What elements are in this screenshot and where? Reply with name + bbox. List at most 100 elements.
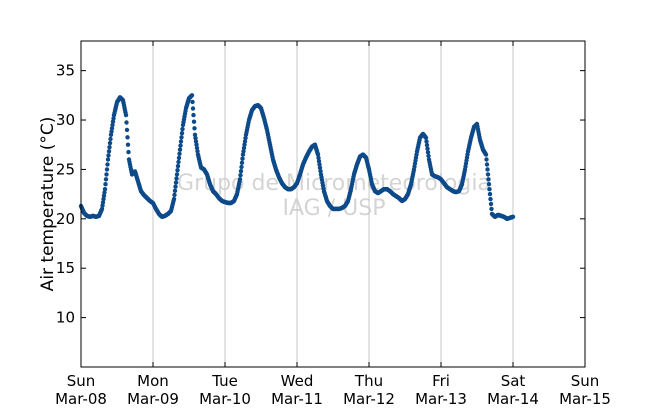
x-tick-label-day: Thu (354, 372, 383, 390)
data-point (111, 116, 116, 121)
data-point (105, 157, 111, 162)
data-point (101, 193, 107, 198)
data-point (106, 149, 112, 154)
data-point (488, 196, 493, 202)
data-point (485, 172, 491, 177)
x-tick-label-date: Mar-13 (415, 390, 467, 408)
data-point (104, 172, 109, 177)
data-point (189, 93, 195, 98)
data-point (239, 164, 244, 170)
data-point (316, 159, 322, 164)
data-point (194, 145, 200, 151)
data-point (317, 165, 323, 170)
y-tick-label: 20 (56, 210, 75, 228)
data-point (486, 177, 491, 182)
data-point (125, 135, 130, 140)
data-point (172, 192, 177, 198)
data-point (126, 149, 131, 155)
data-point (237, 177, 243, 182)
data-point (195, 149, 200, 154)
data-point (124, 120, 129, 125)
data-point (104, 167, 110, 172)
plot-frame (80, 40, 586, 368)
data-point (175, 163, 181, 169)
data-point (125, 142, 131, 147)
data-point (486, 182, 492, 187)
data-point (106, 153, 111, 158)
data-point (171, 196, 177, 202)
x-tick-label-day: Wed (281, 372, 314, 390)
x-axis: SunMar-08MonMar-09TueMar-10WedMar-11ThuM… (55, 41, 611, 408)
data-point (190, 99, 195, 105)
x-tick-label-day: Tue (211, 372, 238, 390)
data-point (191, 112, 196, 118)
data-point (193, 139, 199, 144)
grid-lines (152, 41, 514, 367)
data-point (99, 206, 105, 212)
data-point (191, 119, 197, 124)
watermark-line-1: Grupo de Micrometeorologia (177, 171, 491, 196)
data-point (425, 146, 430, 151)
data-point (174, 176, 179, 181)
data-point (483, 152, 489, 157)
x-tick-label-date: Mar-08 (55, 390, 107, 408)
watermark: Grupo de Micrometeorologia IAG / USP (177, 171, 491, 221)
data-point (103, 177, 109, 182)
data-point (241, 149, 246, 154)
data-point (192, 132, 198, 137)
data-point (425, 150, 431, 155)
x-tick-label-date: Mar-11 (271, 390, 323, 408)
data-point (176, 159, 181, 165)
x-tick-label-date: Mar-10 (199, 390, 251, 408)
x-tick-label-day: Mon (137, 372, 169, 390)
data-point (488, 201, 494, 207)
data-point (487, 187, 492, 192)
data-point (243, 135, 248, 141)
data-point (102, 190, 107, 195)
data-point (487, 191, 493, 197)
data-points (78, 93, 516, 221)
x-tick-label-day: Sun (67, 372, 96, 390)
data-point (110, 122, 115, 128)
data-point (316, 155, 321, 161)
data-point (240, 156, 245, 161)
data-point (179, 131, 185, 136)
x-tick-label-day: Fri (432, 372, 450, 390)
y-tick-label: 10 (56, 309, 75, 327)
data-point (241, 145, 247, 151)
data-point (176, 155, 182, 161)
data-point (424, 139, 429, 144)
y-axis: 10 15 20 25 30 35 (56, 62, 585, 327)
data-point (178, 139, 184, 144)
data-point (239, 160, 245, 165)
data-point (173, 184, 178, 189)
data-point (175, 168, 180, 173)
data-point (192, 126, 197, 131)
data-point (174, 172, 180, 177)
data-point (317, 162, 322, 167)
data-point (105, 162, 110, 167)
x-tick-label-day: Sun (571, 372, 600, 390)
x-tick-label-date: Mar-14 (487, 390, 539, 408)
data-point (194, 142, 199, 147)
x-tick-label-date: Mar-12 (343, 390, 395, 408)
data-point (489, 206, 494, 212)
data-point (424, 142, 430, 148)
data-point (318, 168, 323, 174)
data-point (238, 168, 244, 174)
x-tick-label-date: Mar-09 (127, 390, 179, 408)
data-point (172, 188, 178, 193)
data-point (510, 214, 516, 219)
data-point (315, 152, 321, 157)
data-point (423, 135, 429, 140)
data-point (102, 187, 108, 192)
x-tick-label-day: Sat (501, 372, 526, 390)
data-point (238, 173, 243, 178)
data-point (101, 196, 106, 202)
y-tick-label: 15 (56, 259, 75, 277)
y-tick-label: 25 (56, 160, 75, 178)
data-point (177, 151, 182, 156)
y-tick-label: 35 (56, 62, 75, 80)
data-point (242, 142, 247, 147)
